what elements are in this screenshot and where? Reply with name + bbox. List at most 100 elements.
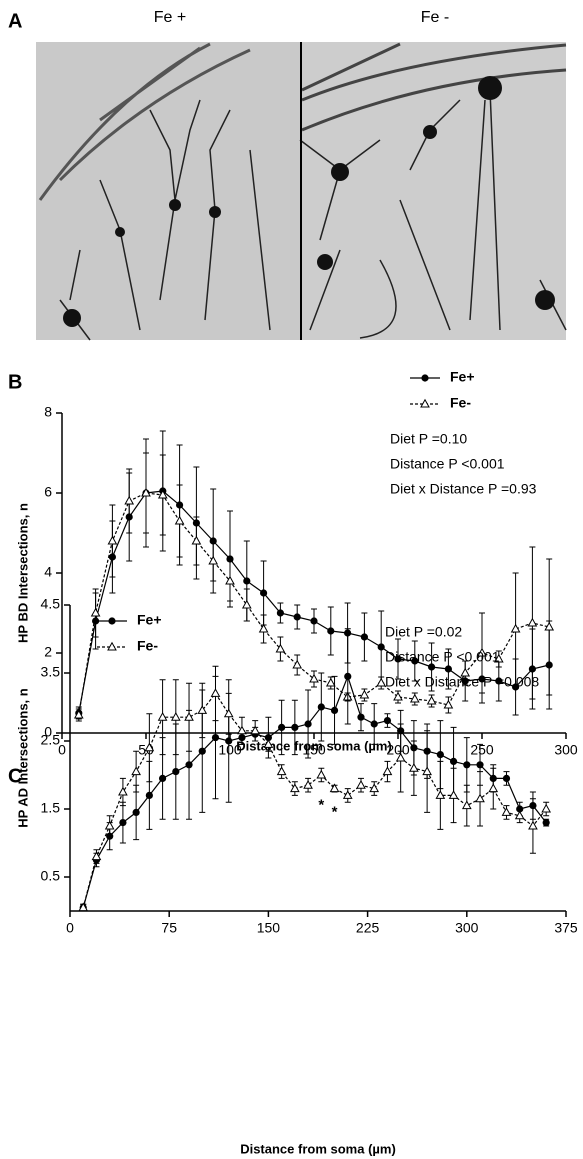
y-axis-label: HP BD Intersections, n — [15, 503, 30, 643]
y-tick-label: 3.5 — [41, 664, 61, 680]
panel-label: C — [8, 765, 22, 787]
point — [449, 757, 458, 766]
y-tick-label: 2.5 — [41, 732, 61, 748]
point — [422, 766, 432, 776]
point — [501, 807, 512, 816]
point — [118, 786, 128, 796]
x-tick-label: 225 — [356, 920, 380, 936]
x-axis-label: Distance from soma (µm) — [240, 1141, 396, 1156]
point — [174, 515, 185, 525]
y-tick-label: 0.5 — [41, 868, 61, 884]
point — [276, 609, 284, 617]
point — [237, 725, 247, 735]
point — [443, 699, 454, 709]
point — [502, 774, 511, 783]
image-label: Fe + — [154, 9, 186, 26]
point — [514, 810, 525, 820]
point — [370, 720, 378, 728]
point — [409, 762, 419, 772]
point — [329, 783, 340, 793]
point — [275, 643, 286, 653]
point — [210, 688, 221, 697]
point — [310, 617, 318, 625]
point — [409, 693, 420, 703]
point — [376, 677, 387, 687]
point — [144, 742, 155, 752]
point — [395, 752, 406, 762]
point — [357, 713, 365, 721]
point — [292, 659, 303, 669]
point — [477, 647, 487, 657]
point — [73, 709, 84, 719]
significance-mark: * — [318, 797, 324, 814]
point — [197, 705, 208, 714]
point — [369, 783, 380, 793]
point — [342, 790, 353, 799]
point — [360, 633, 368, 641]
point — [435, 790, 446, 799]
point — [184, 711, 194, 721]
point — [309, 673, 319, 683]
micrograph-right — [299, 42, 567, 340]
point — [132, 808, 140, 817]
y-tick-label: 2 — [44, 644, 52, 660]
point — [382, 766, 393, 776]
point — [293, 613, 301, 621]
point — [304, 720, 312, 728]
y-tick-label: 4 — [44, 564, 52, 580]
series-line — [82, 674, 547, 908]
point — [493, 653, 504, 663]
point — [495, 677, 503, 685]
point — [411, 657, 419, 665]
point — [198, 747, 206, 755]
annotation: Distance P <0.001 — [390, 456, 505, 472]
point — [211, 734, 220, 742]
x-tick-label: 0 — [58, 742, 66, 758]
annotation: Diet x Distance P =0.008 — [385, 674, 539, 690]
point — [250, 725, 261, 735]
point — [131, 766, 141, 776]
point — [191, 535, 202, 545]
legend-marker — [108, 617, 116, 625]
significance-mark: * — [332, 803, 338, 820]
point — [510, 623, 521, 633]
y-tick-label: 6 — [44, 484, 52, 500]
point — [119, 819, 127, 827]
point — [330, 706, 339, 715]
point — [223, 708, 234, 718]
point — [444, 665, 452, 673]
point — [290, 783, 300, 793]
point — [258, 623, 269, 633]
point — [377, 643, 385, 651]
y-tick-label: 4.5 — [41, 596, 61, 612]
annotation: Diet P =0.02 — [385, 624, 462, 640]
x-tick-label: 250 — [470, 742, 494, 758]
point — [145, 791, 153, 800]
x-tick-label: 150 — [257, 920, 281, 936]
point — [541, 803, 552, 813]
x-tick-label: 100 — [218, 742, 242, 758]
y-tick-label: 1.5 — [41, 800, 61, 816]
point — [527, 617, 538, 627]
x-tick-label: 375 — [554, 920, 578, 936]
point — [141, 487, 151, 497]
x-tick-label: 75 — [161, 920, 177, 936]
point — [243, 577, 251, 585]
point — [542, 819, 550, 827]
legend-label: Fe- — [450, 395, 471, 411]
point — [393, 691, 403, 701]
y-tick-label: 8 — [44, 404, 52, 420]
point — [172, 768, 180, 776]
x-tick-label: 300 — [455, 920, 479, 936]
legend-label: Fe+ — [450, 369, 475, 385]
x-tick-label: 200 — [386, 742, 410, 758]
point — [225, 737, 233, 745]
point — [208, 555, 219, 565]
point — [170, 711, 181, 721]
annotation: Diet x Distance P =0.93 — [390, 481, 537, 497]
point — [278, 723, 286, 732]
panel-label: A — [8, 10, 22, 32]
point — [241, 599, 252, 609]
point — [291, 723, 299, 732]
point — [78, 902, 89, 912]
